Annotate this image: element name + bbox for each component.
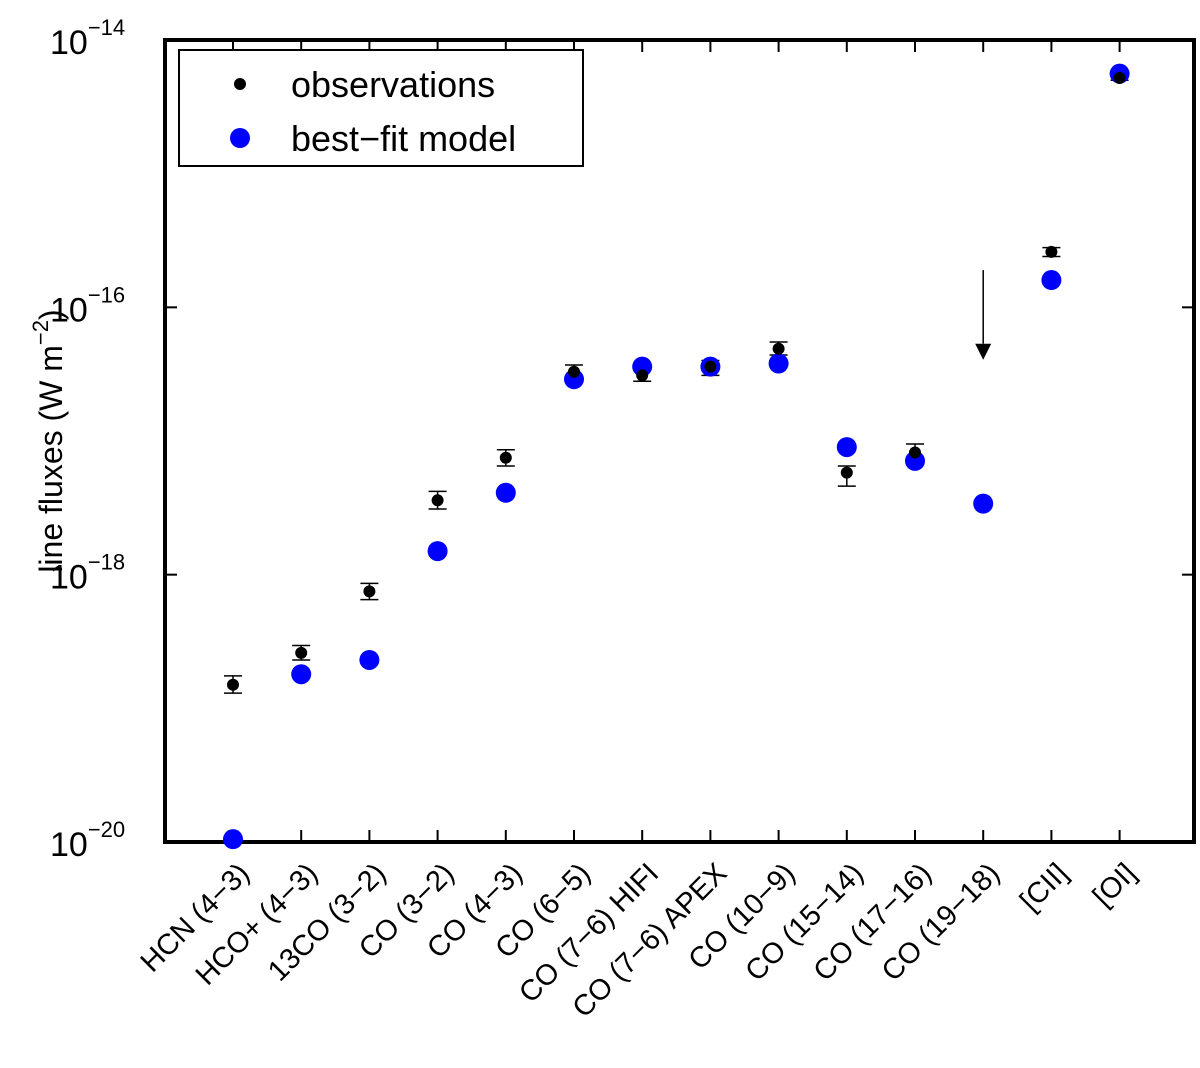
legend: observations best−fit model	[178, 49, 584, 167]
model-point	[495, 482, 516, 503]
model-point	[836, 437, 857, 458]
observation-point	[772, 342, 785, 355]
x-tick-labels: HCN (4−3)HCO+ (4−3)13CO (3−2)CO (3−2)CO …	[135, 857, 1143, 1024]
model-point	[1041, 270, 1062, 291]
observation-point	[227, 678, 239, 691]
x-tick-label: [OI]	[1087, 857, 1143, 913]
observation-point	[363, 585, 376, 598]
model-point	[359, 649, 380, 670]
y-axis-label: line fluxes (W m−2)	[28, 309, 69, 572]
plot-frame	[163, 38, 1196, 844]
y-tick-label: 10−16	[50, 282, 125, 329]
model-point	[291, 664, 312, 685]
y-tick-label: 10−14	[50, 15, 125, 62]
observation-point	[568, 365, 580, 378]
y-tick-label: 10−18	[50, 550, 125, 597]
model-point	[223, 829, 243, 850]
observation-points	[227, 71, 1126, 691]
upper-limit-arrow-head	[975, 343, 992, 360]
legend-marker-model	[230, 128, 250, 148]
observation-point	[295, 646, 308, 659]
y-tick-label: 10−20	[50, 817, 125, 864]
observation-point	[499, 451, 512, 464]
y-tick-labels: 10−14 10−16 10−18 10−20	[50, 15, 125, 864]
legend-label-observations: observations	[291, 64, 495, 105]
legend-label-model: best−fit model	[291, 118, 516, 159]
model-points	[223, 63, 1130, 850]
model-point	[427, 541, 448, 562]
observation-point	[1045, 245, 1058, 258]
error-bars	[224, 75, 1129, 694]
observation-point	[704, 360, 717, 373]
model-point	[768, 353, 789, 374]
model-point	[973, 493, 994, 514]
observation-point	[840, 466, 853, 479]
observation-point	[1113, 71, 1126, 84]
model-point	[905, 450, 925, 471]
observation-point	[431, 494, 444, 507]
legend-marker-observations	[234, 78, 246, 90]
upper-limits	[975, 270, 992, 360]
legend-box	[178, 49, 584, 167]
x-tick-label: [CII]	[1014, 857, 1074, 917]
model-point	[632, 356, 653, 377]
observation-point	[909, 446, 921, 459]
observation-point	[636, 369, 649, 382]
